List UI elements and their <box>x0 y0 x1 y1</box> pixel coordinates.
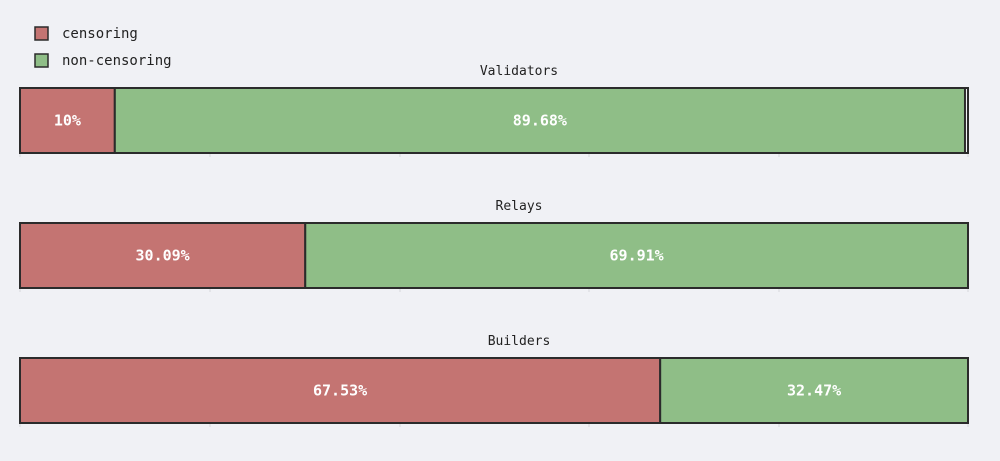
bar-value-label: 10% <box>54 112 81 130</box>
bar-value-label: 67.53% <box>313 382 367 400</box>
panel-builders: Builders 67.53% 32.47% <box>19 334 969 427</box>
legend-label-non-censoring: non-censoring <box>62 53 172 69</box>
panel-title-validators: Validators <box>480 64 558 79</box>
panel-relays: Relays 30.09% 69.91% <box>19 199 970 292</box>
bar-value-label: 69.91% <box>610 247 664 265</box>
bar-value-label: 89.68% <box>513 112 567 130</box>
bar-segment-non-censoring <box>113 87 966 154</box>
panel-validators: Validators 10% 89.68% <box>19 64 969 157</box>
bar-frame <box>19 222 969 289</box>
panel-title-builders: Builders <box>488 334 551 349</box>
panel-title-relays: Relays <box>496 199 543 214</box>
bar-value-label: 30.09% <box>136 247 190 265</box>
bar-frame <box>19 357 969 424</box>
bar-value-label: 32.47% <box>787 382 841 400</box>
bar-frame <box>19 87 969 154</box>
legend-swatch-censoring <box>34 26 49 41</box>
legend-swatch-non-censoring <box>34 53 49 68</box>
legend: censoring non-censoring <box>34 26 172 69</box>
legend-label-censoring: censoring <box>62 26 138 42</box>
panels: Validators 10% 89.68% Relays 30.09% 69.91% Bui… <box>19 64 970 427</box>
bar-segment-censoring <box>19 357 662 424</box>
